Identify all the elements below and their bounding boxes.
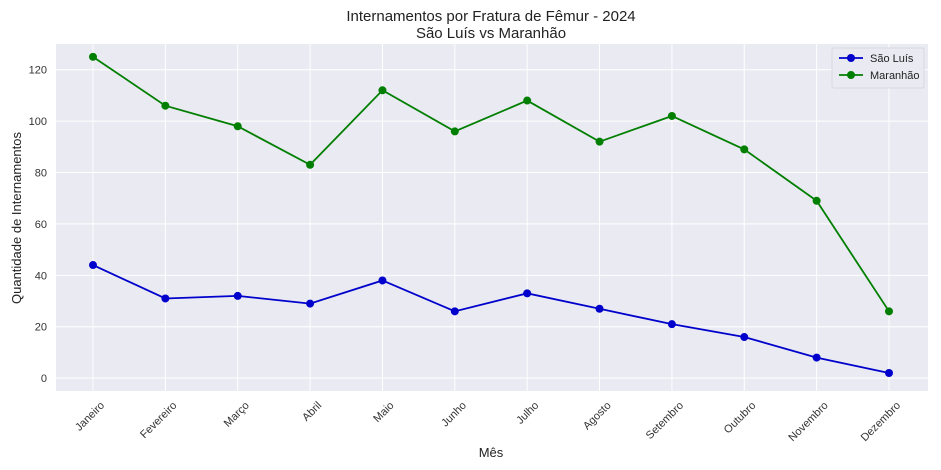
y-tick-label: 40 <box>35 270 47 282</box>
legend-label: Maranhão <box>870 70 920 82</box>
data-point <box>378 276 387 285</box>
data-point <box>523 289 532 298</box>
data-point <box>740 333 749 342</box>
y-tick-label: 100 <box>29 116 47 128</box>
y-tick-label: 20 <box>35 322 47 334</box>
y-tick-label: 60 <box>35 219 47 231</box>
x-tick-label: Maio <box>371 400 396 425</box>
data-point <box>812 353 821 362</box>
series-layer <box>89 52 893 378</box>
data-point <box>161 294 170 303</box>
series-1 <box>89 52 893 316</box>
data-point <box>89 52 97 61</box>
plot-area <box>56 44 928 391</box>
legend-label: São Luís <box>870 53 914 65</box>
data-point <box>885 369 893 378</box>
data-point <box>306 160 315 169</box>
data-point <box>450 307 459 316</box>
x-tick-label: Outubro <box>722 400 759 437</box>
data-point <box>595 137 604 146</box>
y-axis-label: Quantidade de Internamentos <box>9 131 24 304</box>
x-tick-label: Fevereiro <box>138 400 179 441</box>
x-tick-label: Dezembro <box>859 400 903 444</box>
data-point <box>523 96 532 105</box>
data-point <box>740 145 749 154</box>
x-tick-label: Janeiro <box>73 400 107 434</box>
data-point <box>233 291 242 300</box>
x-ticks: Janeiro Fevereiro Março Abril Maio Junho Julho… <box>73 400 903 444</box>
legend: São Luís Maranhão <box>831 47 925 89</box>
data-point <box>378 86 387 95</box>
legend-item: São Luís <box>839 53 914 65</box>
x-axis-label: Mês <box>479 445 504 460</box>
data-point <box>812 196 821 205</box>
data-point <box>233 122 242 131</box>
legend-marker <box>847 54 855 62</box>
x-tick-label: Novembro <box>786 400 830 444</box>
chart-subtitle: São Luís vs Maranhão <box>416 25 566 42</box>
series-0 <box>89 261 893 378</box>
grid <box>56 44 928 391</box>
data-point <box>667 111 676 120</box>
chart-title: Internamentos por Fratura de Fêmur - 202… <box>346 8 635 25</box>
y-tick-label: 120 <box>29 65 47 77</box>
x-tick-label: Março <box>222 400 252 430</box>
x-tick-label: Junho <box>439 400 469 430</box>
legend-marker <box>847 71 855 79</box>
legend-item: Maranhão <box>839 70 920 82</box>
data-point <box>89 261 97 270</box>
x-tick-label: Agosto <box>581 400 614 433</box>
data-point <box>595 304 604 313</box>
series-line <box>92 56 890 312</box>
x-tick-label: Julho <box>514 400 541 427</box>
data-point <box>161 101 170 110</box>
data-point <box>885 307 893 316</box>
y-tick-label: 0 <box>41 373 47 385</box>
y-ticks: 0 20 40 60 80 100 120 <box>29 65 47 385</box>
x-tick-label: Abril <box>300 400 324 424</box>
data-point <box>306 299 315 308</box>
data-point <box>667 320 676 329</box>
series-line <box>92 264 890 374</box>
y-tick-label: 80 <box>35 168 47 180</box>
x-tick-label: Setembro <box>644 400 686 442</box>
data-point <box>450 127 459 136</box>
